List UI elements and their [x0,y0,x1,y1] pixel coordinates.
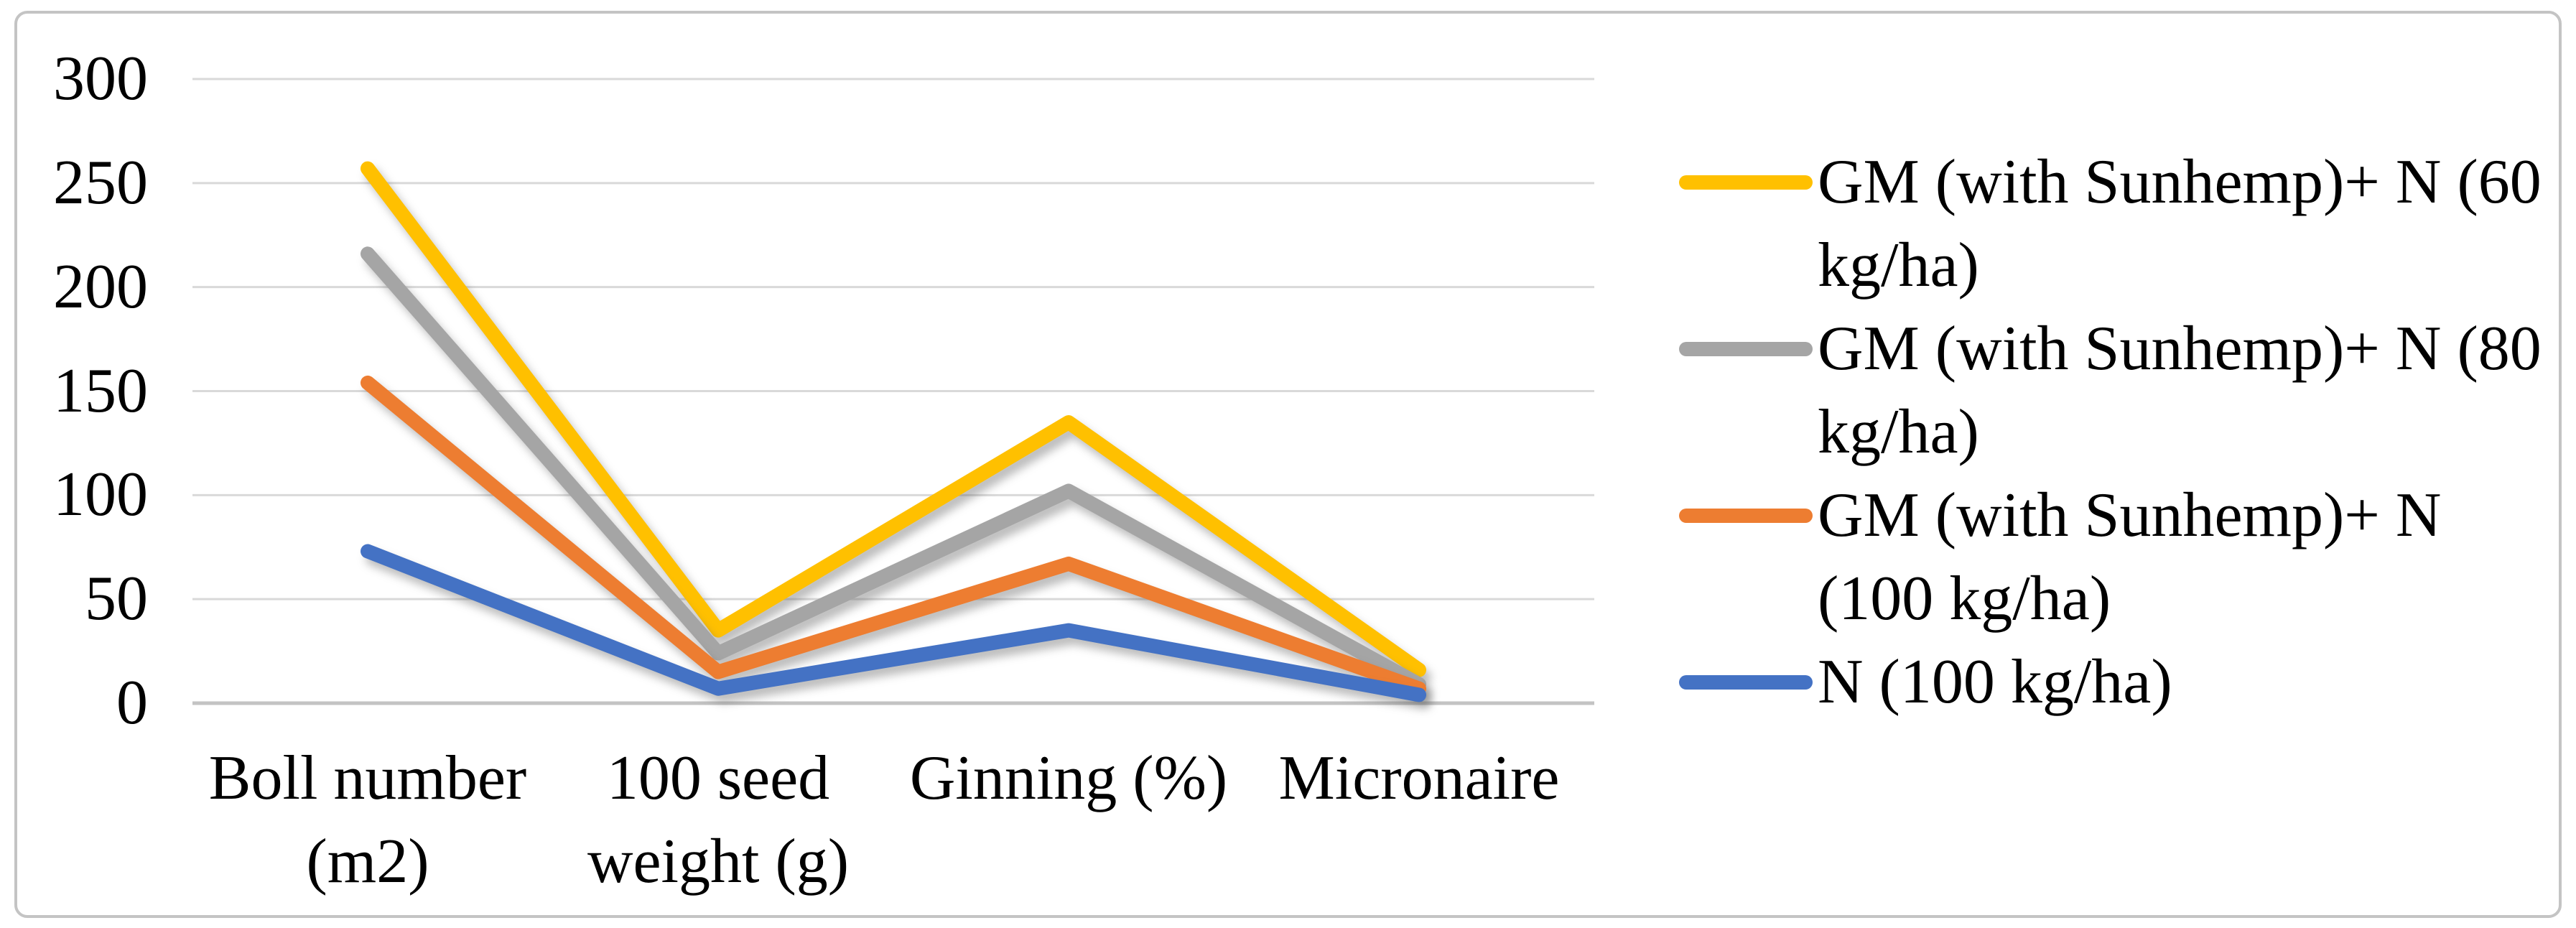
legend-entry-label-line: (100 kg/ha) [1818,564,2111,634]
series-line-3 [361,544,1426,702]
series-line-2 [361,375,1426,696]
legend-entry: GM (with Sunhemp)+ N (80 kg/ha) [1679,307,2548,474]
x-category-label-line: 100 seed [606,743,830,813]
x-category-label-line: (m2) [306,827,429,896]
x-category-label: Micronaire [1189,737,1649,820]
legend-entry-label: N (100 kg/ha) [1818,641,2172,724]
series-line-0 [361,161,1426,677]
legend-entry-label-line: kg/ha) [1818,397,1979,467]
x-category-label-line: weight (g) [587,827,850,896]
legend-line-marker-icon [1679,675,1813,690]
y-tick-label: 250 [53,147,148,218]
legend-entry-label-line: GM (with Sunhemp)+ N [1818,481,2442,550]
legend-line-marker-icon [1679,175,1813,190]
legend-entry-label: GM (with Sunhemp)+ N (60 kg/ha) [1818,141,2542,307]
y-tick-label: 150 [53,356,148,426]
x-category-label-line: Micronaire [1278,743,1560,813]
legend-line-marker-icon [1679,509,1813,523]
legend-entry: N (100 kg/ha) [1679,641,2548,724]
y-tick-label: 300 [53,44,148,113]
y-tick-label: 200 [53,251,148,322]
series-line-1 [361,246,1426,692]
legend-entry-label-line: kg/ha) [1818,231,1979,300]
legend-entry-label-line: N (100 kg/ha) [1818,647,2172,717]
x-category-label-line: Boll number [208,743,527,813]
legend: GM (with Sunhemp)+ N (60 kg/ha) GM (with S… [1679,141,2548,724]
x-category-label-line: Ginning (%) [909,743,1228,813]
legend-entry-label: GM (with Sunhemp)+ N (100 kg/ha) [1818,474,2441,641]
x-category-label: 100 seed weight (g) [488,737,948,904]
legend-entry: GM (with Sunhemp)+ N (100 kg/ha) [1679,474,2548,641]
legend-entry-label: GM (with Sunhemp)+ N (80 kg/ha) [1818,307,2542,474]
y-tick-label: 0 [116,668,148,738]
legend-entry-label-line: GM (with Sunhemp)+ N (80 [1818,314,2542,384]
y-tick-label: 50 [85,564,148,634]
legend-entry-label-line: GM (with Sunhemp)+ N (60 [1818,147,2542,217]
legend-line-marker-icon [1679,342,1813,356]
legend-entry: GM (with Sunhemp)+ N (60 kg/ha) [1679,141,2548,307]
y-tick-label: 100 [53,460,148,530]
x-category-label: Ginning (%) [839,737,1298,820]
x-category-label: Boll number (m2) [138,737,597,904]
